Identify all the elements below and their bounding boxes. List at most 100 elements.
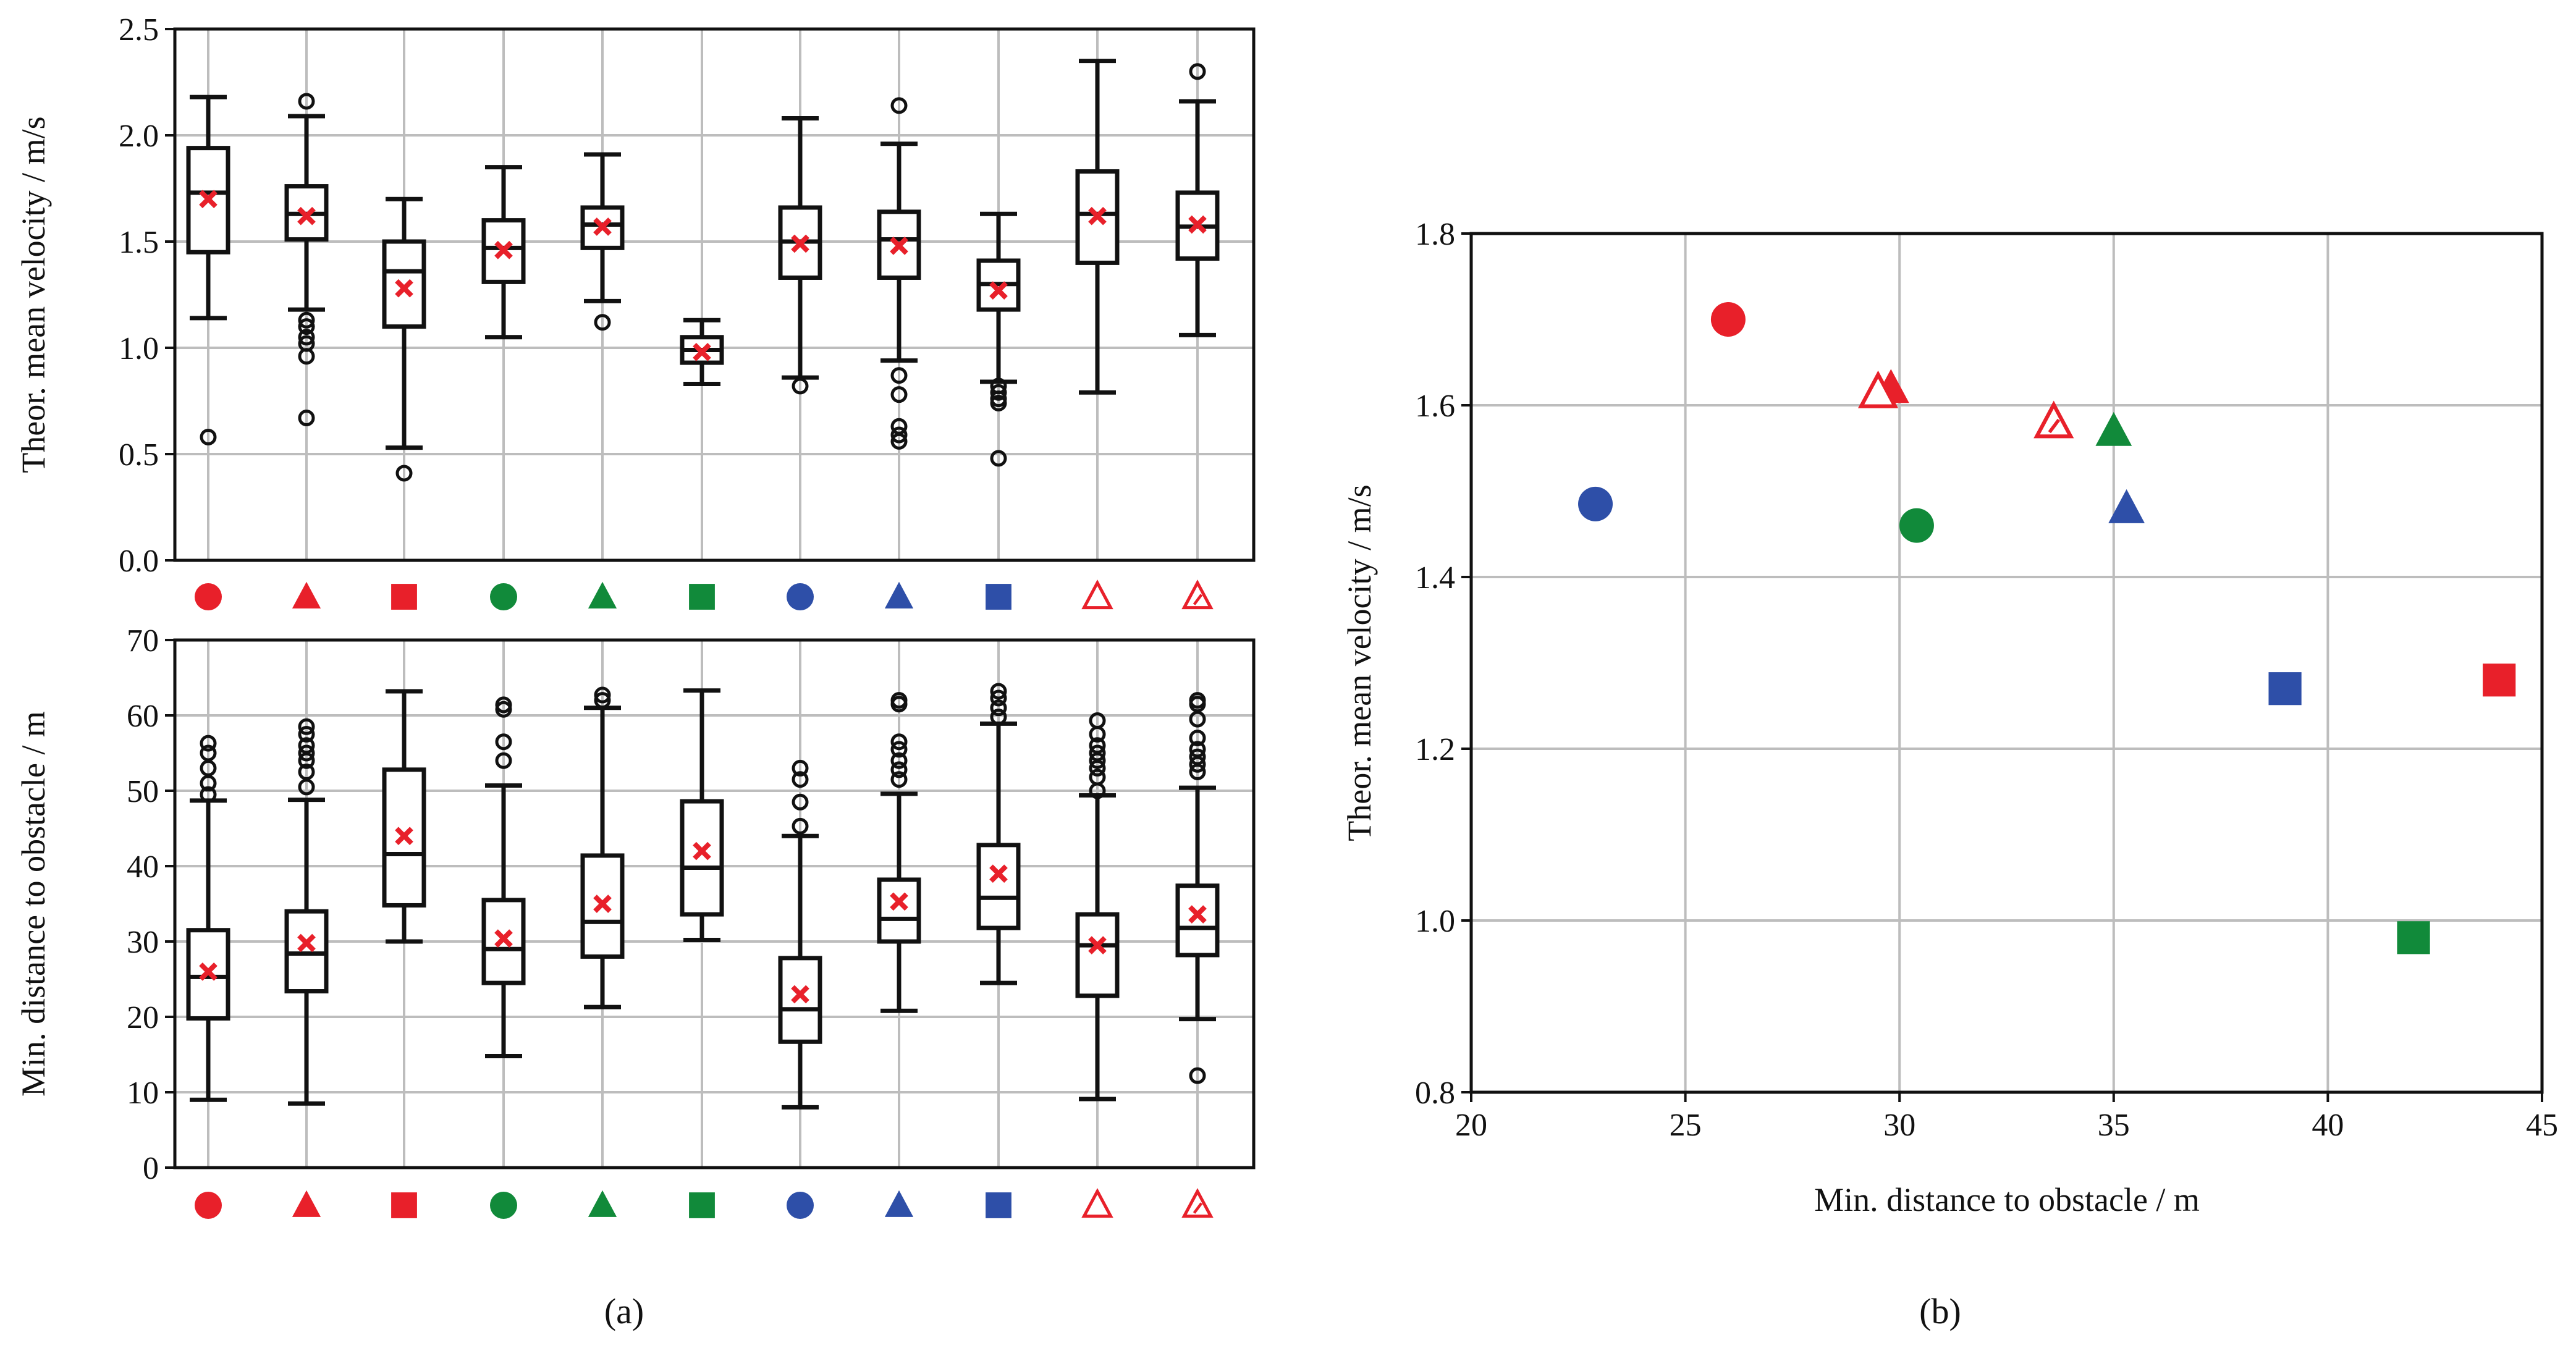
distance-boxplot-y-ticks: 0 10 20 30 40 50 60 70	[127, 623, 175, 1186]
mean-marker	[593, 217, 612, 236]
distance-boxplot-y-label: Min. distance to obstacle / m	[15, 711, 52, 1097]
outlier-1	[792, 793, 809, 811]
velocity-ytick-label-4: 2.0	[119, 119, 159, 154]
scatter-ytick-label-1: 1.0	[1415, 904, 1455, 939]
iqr-box	[680, 799, 724, 917]
circle-marker	[1578, 486, 1613, 521]
distance-box-10	[1175, 692, 1220, 1084]
scatter-point-7	[2108, 489, 2145, 523]
scatter-point-8	[2268, 672, 2302, 706]
distance-category-marker-3	[490, 1192, 517, 1219]
velocity-box-2	[382, 196, 426, 482]
mean-stroke-b	[494, 929, 513, 948]
mean-marker	[989, 864, 1008, 883]
mean-stroke-b	[1088, 936, 1107, 954]
mean-marker	[989, 281, 1008, 300]
velocity-boxplot-grid	[175, 28, 1254, 562]
distance-box-8	[976, 683, 1021, 985]
outlier-3	[298, 329, 315, 346]
iqr-box	[1075, 912, 1120, 998]
triangle-marker	[884, 581, 914, 609]
outlier-4	[298, 737, 315, 754]
iqr-box	[877, 209, 921, 280]
distance-category-marker-9	[1081, 1188, 1113, 1218]
scatter-x-ticks: 20 25 30 35 40 45	[1455, 1092, 2558, 1143]
outlier-0	[594, 692, 611, 709]
square-marker	[689, 584, 715, 610]
outlier-0	[200, 428, 217, 445]
mean-stroke-b	[791, 985, 809, 1004]
outlier-0	[990, 708, 1007, 725]
outlier-0	[1189, 1067, 1206, 1084]
distance-ytick-label-0: 0	[143, 1151, 159, 1186]
distance-category-marker-0	[195, 1192, 222, 1219]
scatter-ytick-label-5: 1.8	[1415, 217, 1455, 252]
velocity-category-marker-7	[884, 581, 914, 609]
outlier-3	[200, 744, 217, 762]
velocity-box-0	[186, 95, 230, 445]
velocity-boxplot-panel: 0.0 0.5 1.0 1.5 2.0 2.5 Theor. mean velocity …	[15, 12, 1256, 610]
scatter-y-label: Theor. mean velocity / m/s	[1341, 484, 1378, 841]
outlier-2	[792, 771, 809, 788]
outlier-1	[298, 764, 315, 780]
outlier-2	[890, 386, 908, 403]
mean-marker	[890, 237, 908, 255]
outlier-0	[1189, 63, 1206, 80]
circle-marker	[490, 583, 517, 610]
distance-box-2	[382, 689, 426, 944]
scatter-x-label: Min. distance to obstacle / m	[1814, 1181, 2200, 1218]
mean-stroke-b	[693, 343, 711, 361]
mean-stroke-b	[1088, 206, 1107, 225]
velocity-category-marker-6	[787, 583, 814, 610]
outlier-1	[990, 699, 1007, 717]
outlier-3	[792, 759, 809, 777]
velocity-boxplot-category-markers	[195, 579, 1214, 610]
scatter-xtick-label-3: 35	[2098, 1108, 2130, 1143]
mean-marker	[297, 206, 316, 225]
distance-category-marker-5	[689, 1192, 715, 1218]
outlier-3	[298, 744, 315, 762]
triangle-marker	[588, 1190, 617, 1217]
mean-marker	[693, 841, 711, 861]
distance-box-6	[778, 759, 822, 1110]
iqr-box	[186, 928, 230, 1021]
scatter-point-2	[2483, 663, 2516, 697]
iqr-box	[284, 909, 329, 994]
circle-marker	[787, 583, 814, 610]
scatter-point-10	[2033, 400, 2074, 439]
distance-box-9	[1075, 712, 1120, 1102]
outlier-2	[298, 318, 315, 335]
outlier-0	[594, 314, 611, 331]
mean-stroke-b	[593, 217, 612, 236]
iqr-box	[976, 843, 1021, 930]
mean-marker	[1088, 206, 1107, 225]
open-triangle-marker	[1081, 1188, 1113, 1218]
outlier-8	[1189, 692, 1206, 709]
scatter-xtick-label-5: 45	[2526, 1108, 2558, 1143]
velocity-boxplot-y-ticks: 0.0 0.5 1.0 1.5 2.0 2.5	[119, 12, 175, 579]
outlier-4	[1089, 744, 1106, 762]
scatter-frame	[1469, 232, 2544, 1094]
outlier-5	[890, 432, 908, 450]
mean-stroke-b	[297, 206, 316, 225]
mean-marker	[890, 892, 908, 911]
velocity-ytick-label-3: 1.5	[119, 225, 159, 260]
velocity-category-marker-10	[1181, 579, 1214, 610]
outlier-1	[890, 367, 908, 384]
outlier-1	[890, 761, 908, 778]
outlier-1	[495, 733, 512, 751]
distance-boxplot-frame	[173, 638, 1256, 1169]
outlier-4	[890, 426, 908, 444]
velocity-category-marker-3	[490, 583, 517, 610]
mean-stroke-b	[1188, 215, 1207, 234]
velocity-category-marker-2	[391, 584, 417, 610]
mean-marker	[693, 343, 711, 361]
mean-stroke-b	[989, 281, 1008, 300]
velocity-ytick-label-0: 0.0	[119, 544, 159, 579]
circle-marker	[490, 1192, 517, 1219]
distance-ytick-label-6: 60	[127, 699, 159, 734]
circle-marker	[787, 1192, 814, 1219]
scatter-point-3	[1899, 508, 1934, 543]
outlier-3	[990, 394, 1007, 411]
